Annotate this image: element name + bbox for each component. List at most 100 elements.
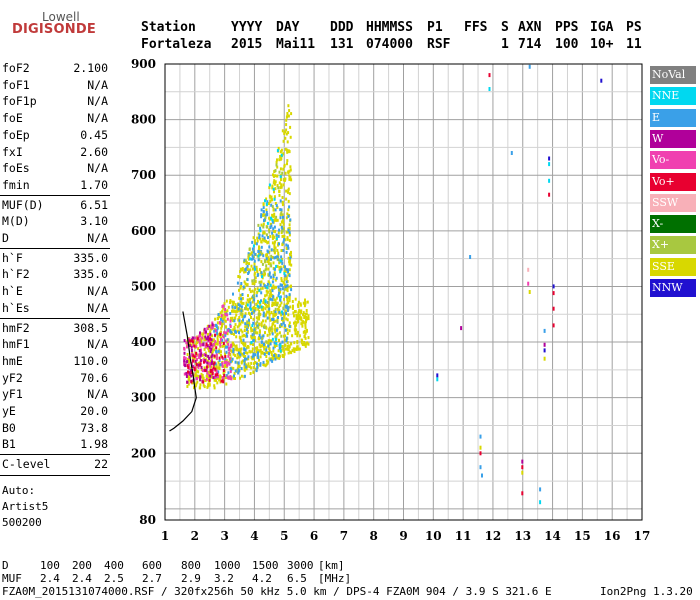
echo-mark xyxy=(206,365,209,369)
echo-mark xyxy=(198,349,201,353)
echo-mark xyxy=(272,227,275,231)
echo-mark xyxy=(258,288,261,292)
echo-mark xyxy=(282,321,285,325)
echo-clusters xyxy=(183,104,310,390)
echo-mark xyxy=(274,307,277,311)
echo-mark xyxy=(224,319,227,323)
echo-mark xyxy=(259,363,262,367)
echo-mark xyxy=(241,330,244,334)
echo-mark xyxy=(231,341,234,345)
echo-mark xyxy=(281,171,284,175)
echo-mark xyxy=(274,208,277,212)
echo-mark xyxy=(198,353,201,357)
echo-mark xyxy=(201,369,204,373)
echo-mark xyxy=(200,338,203,342)
echo-mark xyxy=(274,345,276,349)
echo-mark xyxy=(283,303,286,307)
echo-mark xyxy=(279,324,282,328)
echo-mark xyxy=(187,382,190,386)
echo-mark xyxy=(201,333,204,337)
echo-mark xyxy=(224,376,227,380)
param-name: C-level xyxy=(2,457,51,472)
param-row: foF1 N/A xyxy=(2,77,108,93)
echo-mark xyxy=(186,353,189,356)
echo-mark xyxy=(305,312,308,316)
echo-mark xyxy=(208,383,211,387)
echo-mark xyxy=(278,170,281,174)
echo-mark xyxy=(271,332,274,336)
echo-mark xyxy=(204,353,207,357)
echo-mark xyxy=(202,376,205,380)
echo-mark xyxy=(227,371,230,375)
echo-mark xyxy=(279,186,282,190)
y-tick-label: 300 xyxy=(131,391,156,405)
legend-item: X+ xyxy=(650,236,696,255)
echo-point xyxy=(479,465,482,470)
param-row: yF2 70.6 xyxy=(2,370,108,386)
echo-mark xyxy=(277,354,280,358)
echo-mark xyxy=(303,341,306,344)
param-value: 0.45 xyxy=(80,127,108,142)
echo-mark xyxy=(289,342,292,346)
param-name: yF1 xyxy=(2,387,23,402)
echo-mark xyxy=(274,169,277,173)
echo-mark xyxy=(280,301,283,305)
echo-mark xyxy=(286,236,289,240)
echo-mark xyxy=(244,351,247,354)
echo-mark xyxy=(232,319,234,323)
header-field-3: DDD xyxy=(330,20,354,35)
echo-mark xyxy=(294,347,297,351)
echo-mark xyxy=(281,257,283,261)
panel-separator xyxy=(0,474,110,476)
echo-mark xyxy=(279,175,282,179)
echo-mark xyxy=(258,305,261,309)
echo-mark xyxy=(262,225,265,229)
echo-mark xyxy=(281,213,284,217)
echo-mark xyxy=(210,362,213,366)
echo-mark xyxy=(249,257,251,261)
echo-mark xyxy=(264,331,266,335)
param-value: 2.100 xyxy=(73,61,108,75)
echo-mark xyxy=(273,170,276,174)
echo-mark xyxy=(266,282,269,286)
echo-mark xyxy=(283,324,286,328)
x-tick-label: 17 xyxy=(634,529,651,543)
echo-mark xyxy=(287,268,290,272)
echo-mark xyxy=(267,344,270,348)
tick-labels: 1 2 3 4 5 6 7 8 9 10 11 12 13 14 15 16 17802003004005006… xyxy=(131,57,650,543)
legend-item: SSE xyxy=(650,257,696,276)
echo-mark xyxy=(247,311,250,315)
echo-mark xyxy=(276,327,279,331)
echo-mark xyxy=(253,291,256,295)
echo-cluster xyxy=(186,332,227,384)
echo-mark xyxy=(302,313,304,317)
echo-mark xyxy=(233,374,235,378)
echo-mark xyxy=(245,357,248,361)
echo-mark xyxy=(226,375,229,379)
echo-mark xyxy=(274,319,277,323)
echo-mark xyxy=(274,328,276,332)
echo-mark xyxy=(211,353,214,357)
echo-mark xyxy=(281,340,284,344)
x-tick-label: 11 xyxy=(455,529,472,543)
echo-mark xyxy=(277,251,280,255)
echo-mark xyxy=(272,320,275,323)
echo-mark xyxy=(286,150,289,154)
footer-muf-value: 2.4 xyxy=(72,572,92,585)
echo-mark xyxy=(247,255,250,259)
echo-mark xyxy=(205,374,208,378)
echo-mark xyxy=(216,332,219,336)
echo-mark xyxy=(221,338,224,342)
echo-mark xyxy=(273,285,276,289)
echo-mark xyxy=(190,339,193,343)
echo-mark xyxy=(276,184,279,187)
echo-mark xyxy=(296,334,299,338)
echo-mark xyxy=(286,341,289,345)
echo-mark xyxy=(255,242,258,246)
echo-mark xyxy=(217,370,220,374)
echo-mark xyxy=(205,377,208,381)
echo-mark xyxy=(231,357,234,361)
echo-mark xyxy=(256,236,259,240)
echo-mark xyxy=(279,155,282,158)
